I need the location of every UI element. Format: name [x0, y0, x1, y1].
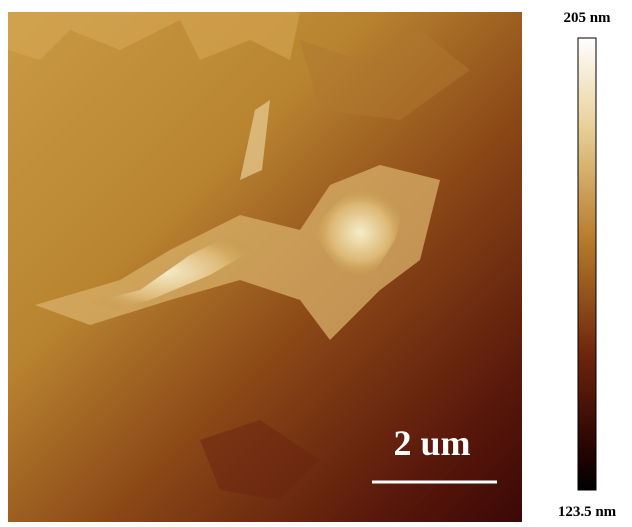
colorbar-max-label: 205 nm: [563, 10, 611, 26]
colorbar: 205 nm 123.5 nm: [558, 10, 617, 520]
colorbar-min-label: 123.5 nm: [558, 504, 617, 520]
scale-bar-label: 2 um: [393, 423, 470, 463]
page: 2 um 205 nm 123.5 nm (() => { const data…: [0, 0, 632, 527]
colorbar-gradient: [578, 38, 596, 490]
figure: 2 um 205 nm 123.5 nm: [0, 0, 632, 527]
